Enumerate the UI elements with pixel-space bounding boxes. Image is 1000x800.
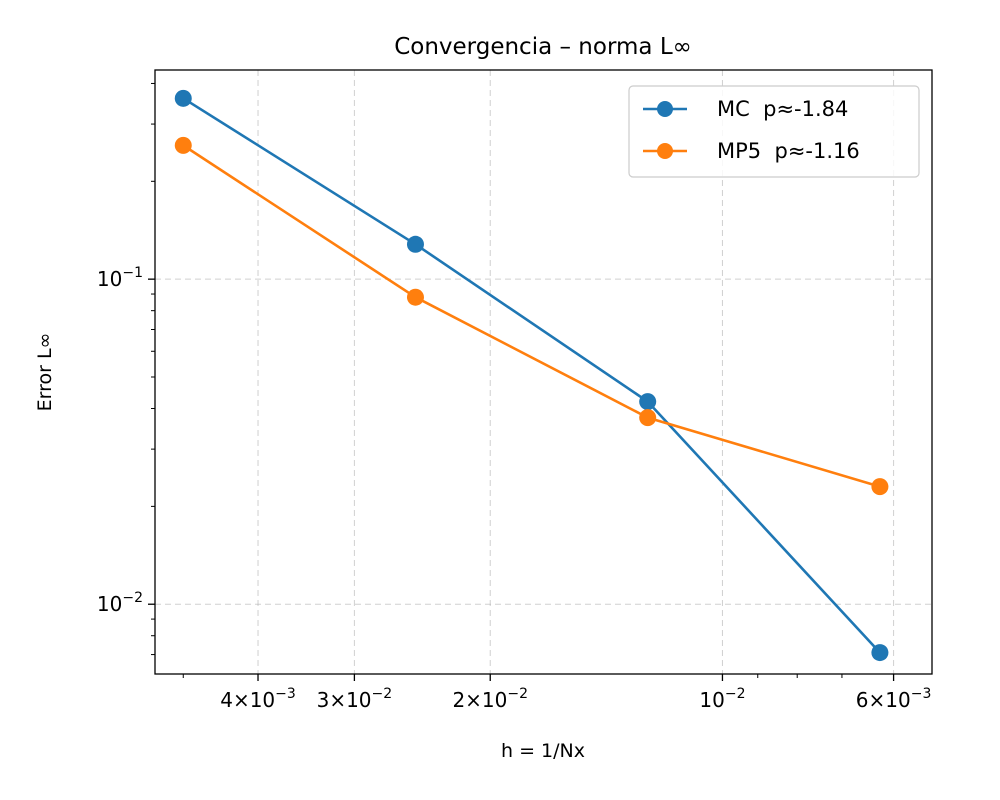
x-tick-label: 2×10−2 bbox=[452, 686, 528, 712]
x-tick-label: 10−2 bbox=[699, 686, 745, 712]
series-line-0 bbox=[182, 97, 881, 654]
x-tick-label: 6×10−3 bbox=[856, 686, 932, 712]
legend-box bbox=[628, 85, 920, 178]
data-point bbox=[871, 478, 889, 496]
legend-marker-mc bbox=[657, 101, 673, 117]
legend-label-mp5: MP5 p≈-1.16 bbox=[717, 139, 860, 163]
data-point bbox=[639, 409, 657, 427]
data-point bbox=[406, 288, 424, 306]
chart-title: Convergencia – norma L∞ bbox=[394, 34, 692, 60]
tick-layer: 4×10−3 3×10−2 2×10−2 10−2 6×10−3 10−1 10−2 bbox=[97, 82, 932, 712]
plot-frame bbox=[154, 69, 933, 675]
series-layer bbox=[174, 89, 889, 662]
y-axis-label: Error L∞ bbox=[34, 333, 56, 412]
data-point bbox=[174, 89, 192, 107]
data-point bbox=[406, 235, 424, 253]
legend: MC p≈-1.84 MP5 p≈-1.16 bbox=[628, 85, 920, 178]
data-point bbox=[639, 393, 657, 411]
legend-marker-mp5 bbox=[657, 143, 673, 159]
legend-label-mc: MC p≈-1.84 bbox=[717, 97, 848, 121]
y-tick-label: 10−2 bbox=[97, 590, 143, 616]
series-line-1 bbox=[182, 144, 881, 488]
data-point bbox=[871, 644, 889, 662]
x-axis-label: h = 1/Nx bbox=[501, 740, 585, 762]
y-tick-label: 10−1 bbox=[97, 265, 143, 291]
x-tick-label: 3×10−2 bbox=[317, 686, 393, 712]
x-tick-label: 4×10−3 bbox=[220, 686, 296, 712]
data-point bbox=[174, 136, 192, 154]
